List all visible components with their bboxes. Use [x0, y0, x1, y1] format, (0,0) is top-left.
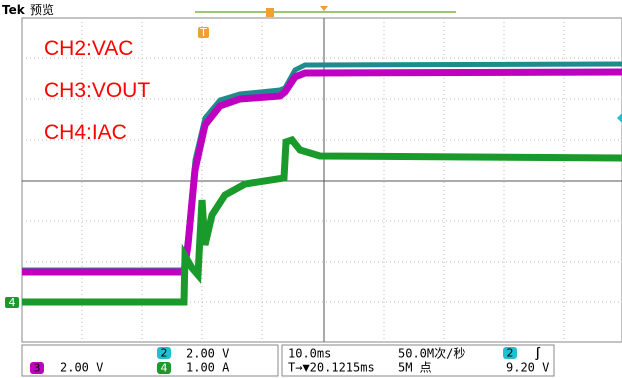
annotation: CH3:VOUT	[44, 79, 150, 102]
ch3-badge: 3	[34, 362, 41, 375]
trigger-level-value: 9.20 V	[506, 361, 549, 375]
ch2-badge: 2	[161, 347, 168, 360]
sample-rate: 50.0M次/秒	[398, 347, 465, 361]
record-position	[266, 8, 274, 17]
trigger-position-top	[320, 6, 328, 11]
status-bar: 2 2.00 V 3 2.00 V 4 1.00 A 10.0ms 50.0M次…	[22, 345, 554, 376]
record-length: 5M 点	[398, 361, 432, 375]
annotation: CH2:VAC	[44, 37, 133, 60]
timebase: 10.0ms	[288, 347, 331, 361]
ch3-scale: 2.00 V	[60, 361, 103, 375]
ch4-badge: 4	[161, 362, 168, 375]
trigger-marker-label: T	[199, 26, 207, 39]
mode: 预览	[30, 2, 54, 17]
brand: Tek	[2, 3, 26, 17]
trigger-source: 2	[507, 347, 514, 360]
ch4-scale: 1.00 A	[186, 361, 230, 375]
trigger-slope: ∫	[534, 347, 541, 361]
trigger-delay: T→▼20.1215ms	[288, 361, 375, 375]
ch4-marker-label: 4	[9, 296, 16, 309]
ch2-scale: 2.00 V	[186, 347, 229, 361]
scope-screen: Tek 预览 4 T CH2:VAC CH3:VOUT CH4:IAC 2 2.…	[0, 0, 622, 378]
annotation: CH4:IAC	[44, 121, 127, 144]
